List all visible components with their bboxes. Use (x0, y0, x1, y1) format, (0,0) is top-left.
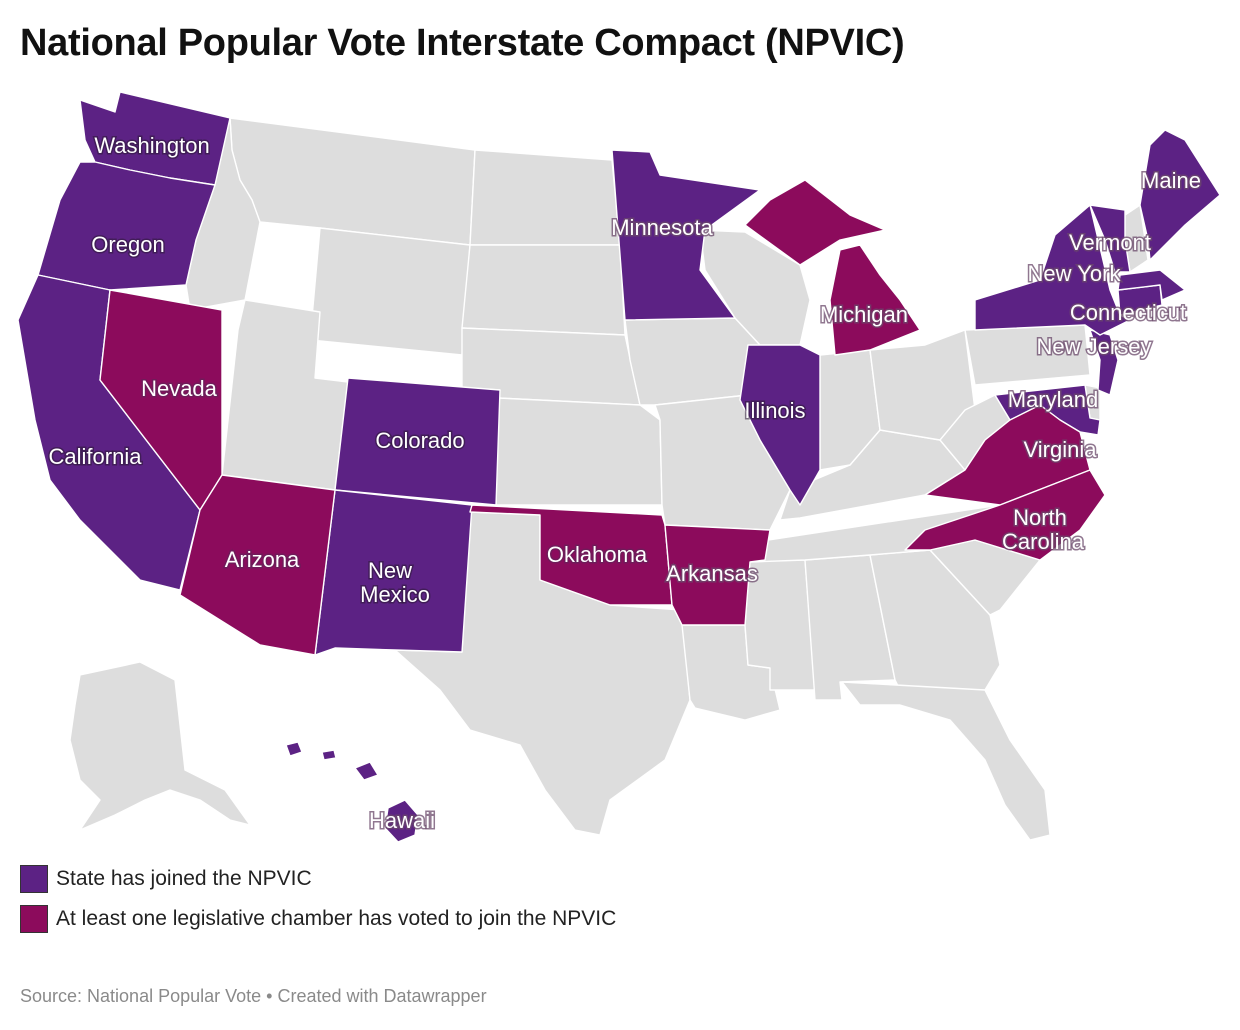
one-chamber-states (99, 179, 1106, 656)
label-connecticut: Connecticut (1070, 300, 1186, 325)
label-oregon: Oregon (91, 232, 164, 257)
state-kansas (495, 397, 663, 506)
label-new-york: New York (1028, 261, 1122, 286)
joined-states (17, 91, 1221, 843)
state-maine (1139, 129, 1221, 261)
state-north-carolina (904, 469, 1106, 561)
state-iowa (624, 317, 761, 406)
legend-item-joined: State has joined the NPVIC (20, 864, 616, 894)
label-minnesota: Minnesota (611, 215, 713, 240)
state-minnesota (611, 149, 761, 321)
label-arkansas: Arkansas (666, 561, 758, 586)
state-north-dakota (469, 149, 621, 246)
label-vermont: Vermont (1069, 230, 1151, 255)
state-florida (841, 681, 1051, 841)
legend-item-one-chamber: At least one legislative chamber has vot… (20, 904, 616, 934)
state-hawaii-kauai (285, 741, 303, 757)
us-map: Washington Oregon California Nevada Ariz… (17, 91, 1221, 843)
state-hawaii-oahu (321, 749, 337, 761)
label-colorado: Colorado (375, 428, 464, 453)
neutral-states (69, 117, 1149, 841)
label-hawaii: Hawaii (369, 808, 435, 833)
state-alaska (69, 661, 251, 831)
state-hawaii-maui (354, 761, 379, 781)
label-oklahoma: Oklahoma (547, 542, 648, 567)
label-new-mexico-line2: Mexico (360, 582, 430, 607)
chart-title: National Popular Vote Interstate Compact… (20, 22, 905, 64)
label-arizona: Arizona (225, 547, 300, 572)
state-oklahoma (469, 504, 673, 606)
state-massachusetts (1117, 269, 1186, 301)
legend-label-joined: State has joined the NPVIC (56, 867, 312, 890)
label-new-jersey: New Jersey (1037, 334, 1152, 359)
state-new-jersey (1089, 329, 1119, 396)
state-south-dakota (461, 244, 626, 336)
state-colorado (334, 377, 501, 506)
state-michigan-lower (829, 244, 921, 356)
state-wyoming (309, 227, 471, 356)
state-illinois (739, 344, 821, 506)
label-virginia: Virginia (1024, 437, 1098, 462)
state-arizona (179, 474, 336, 656)
state-michigan-upper (744, 179, 886, 266)
label-washington: Washington (94, 133, 209, 158)
label-maine: Maine (1141, 168, 1201, 193)
source-note: Source: National Popular Vote • Created … (20, 986, 487, 1006)
legend-swatch-joined (20, 865, 48, 893)
label-maryland: Maryland (1008, 387, 1098, 412)
state-new-york (974, 204, 1131, 336)
state-labels: Washington Oregon California Nevada Ariz… (47, 132, 1202, 835)
legend-label-one-chamber: At least one legislative chamber has vot… (56, 907, 617, 930)
state-arkansas (664, 524, 771, 626)
label-north-carolina-line2: Carolina (1002, 529, 1085, 554)
label-new-mexico-line1: New (368, 558, 412, 583)
state-montana (229, 117, 476, 246)
label-illinois: Illinois (744, 398, 805, 423)
state-oregon (37, 161, 216, 291)
label-north-carolina-line1: North (1013, 505, 1067, 530)
state-hawaii-big-island (384, 799, 419, 843)
legend-swatch-one-chamber (20, 905, 48, 933)
state-vermont (1089, 204, 1131, 273)
label-california: California (49, 444, 143, 469)
label-michigan: Michigan (820, 302, 908, 327)
label-nevada: Nevada (141, 376, 218, 401)
legend: State has joined the NPVIC At least one … (20, 864, 616, 944)
